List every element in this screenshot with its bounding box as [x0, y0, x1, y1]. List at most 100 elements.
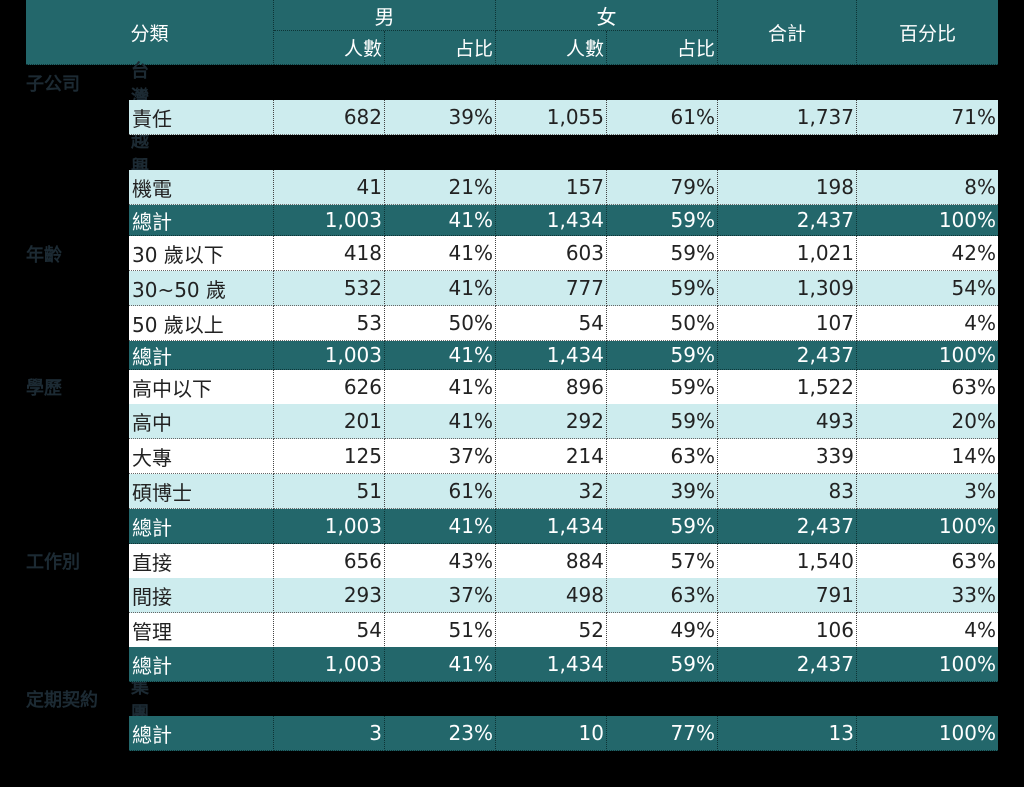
female-count: 1,434	[496, 205, 607, 236]
row-label: 30~50 歲	[129, 271, 274, 306]
total-count: 2,437	[718, 647, 857, 682]
male-ratio: 41%	[385, 236, 496, 271]
header-male-count: 人數	[274, 31, 385, 65]
total-count: 2,437	[718, 341, 857, 370]
table-row: 直接 656 43% 884 57% 1,540 63%	[129, 544, 998, 579]
total-count: 13	[718, 716, 857, 751]
male-ratio: 41%	[385, 370, 496, 405]
row-label: 高中	[129, 404, 274, 439]
female-count: 214	[496, 439, 607, 474]
total-count: 107	[718, 306, 857, 341]
male-count: 1,003	[274, 341, 385, 370]
female-count: 1,434	[496, 509, 607, 544]
total-percent: 54%	[857, 271, 998, 306]
total-percent: 100%	[857, 509, 998, 544]
header-female-count: 人數	[496, 31, 607, 65]
total-percent: 42%	[857, 236, 998, 271]
row-label: 總計	[129, 509, 274, 544]
total-percent: 100%	[857, 205, 998, 236]
header-male-label: 男	[374, 4, 395, 29]
male-ratio: 23%	[385, 716, 496, 751]
female-count: 292	[496, 404, 607, 439]
total-percent: 8%	[857, 170, 998, 205]
female-ratio: 63%	[607, 439, 718, 474]
total-count: 339	[718, 439, 857, 474]
row-label: 責任	[129, 100, 274, 135]
male-ratio: 41%	[385, 271, 496, 306]
female-count: 896	[496, 370, 607, 405]
row-label: 間接	[129, 578, 274, 613]
total-count: 106	[718, 613, 857, 648]
female-count: 1,434	[496, 647, 607, 682]
header-category: 分類	[26, 0, 274, 65]
header-female: 女	[496, 0, 718, 31]
female-ratio: 59%	[607, 509, 718, 544]
male-count: 418	[274, 236, 385, 271]
table-row-total: 總計 3 23% 10 77% 13 100%	[129, 716, 998, 751]
header-female-ratio: 占比	[607, 31, 718, 65]
male-ratio: 41%	[385, 205, 496, 236]
table-row: 高中 201 41% 292 59% 493 20%	[129, 404, 998, 439]
female-count: 157	[496, 170, 607, 205]
table-row: 50 歲以上 53 50% 54 50% 107 4%	[129, 306, 998, 341]
male-count: 682	[274, 100, 385, 135]
female-count: 777	[496, 271, 607, 306]
header-male-ratio-label: 占比	[454, 38, 493, 60]
total-percent: 3%	[857, 474, 998, 509]
subgroup-group: 集團	[131, 676, 149, 724]
header-percent-label: 百分比	[898, 22, 956, 45]
female-ratio: 59%	[607, 205, 718, 236]
table-row: 30 歲以下 418 41% 603 59% 1,021 42%	[129, 236, 998, 271]
header-female-label: 女	[596, 4, 617, 29]
table-row: 間接 293 37% 498 63% 791 33%	[129, 578, 998, 613]
male-count: 626	[274, 370, 385, 405]
total-percent: 14%	[857, 439, 998, 474]
male-ratio: 41%	[385, 404, 496, 439]
row-label: 高中以下	[129, 370, 274, 405]
group-education: 學歷	[26, 377, 62, 399]
total-percent: 63%	[857, 544, 998, 579]
group-contract: 定期契約	[26, 689, 98, 711]
male-ratio: 50%	[385, 306, 496, 341]
table-row: 機電 41 21% 157 79% 198 8%	[129, 170, 998, 205]
male-count: 293	[274, 578, 385, 613]
row-label: 大專	[129, 439, 274, 474]
row-label: 管理	[129, 613, 274, 648]
male-count: 1,003	[274, 647, 385, 682]
header-male: 男	[274, 0, 496, 31]
total-percent: 100%	[857, 716, 998, 751]
total-percent: 4%	[857, 613, 998, 648]
subgroup-yuexing: 越興	[131, 130, 149, 178]
header-female-count-label: 人數	[565, 38, 604, 60]
female-ratio: 77%	[607, 716, 718, 751]
total-percent: 20%	[857, 404, 998, 439]
female-count: 603	[496, 236, 607, 271]
female-ratio: 59%	[607, 370, 718, 405]
table-row: 管理 54 51% 52 49% 106 4%	[129, 613, 998, 648]
female-ratio: 59%	[607, 341, 718, 370]
row-label: 碩博士	[129, 474, 274, 509]
male-ratio: 41%	[385, 647, 496, 682]
female-ratio: 59%	[607, 236, 718, 271]
group-job: 工作別	[26, 551, 80, 573]
group-age: 年齡	[26, 244, 62, 266]
total-count: 493	[718, 404, 857, 439]
table-row: 高中以下 626 41% 896 59% 1,522 63%	[129, 370, 998, 405]
total-count: 1,540	[718, 544, 857, 579]
subgroup-taiwan: 台灣	[131, 60, 149, 108]
female-count: 54	[496, 306, 607, 341]
male-count: 41	[274, 170, 385, 205]
row-label: 機電	[129, 170, 274, 205]
row-label: 總計	[129, 341, 274, 370]
total-count: 1,737	[718, 100, 857, 135]
male-ratio: 51%	[385, 613, 496, 648]
male-ratio: 41%	[385, 341, 496, 370]
row-label: 總計	[129, 716, 274, 751]
total-percent: 4%	[857, 306, 998, 341]
total-percent: 100%	[857, 341, 998, 370]
table-row: 大專 125 37% 214 63% 339 14%	[129, 439, 998, 474]
row-label: 50 歲以上	[129, 306, 274, 341]
group-subsidiary: 子公司	[26, 73, 80, 95]
table-row: 30~50 歲 532 41% 777 59% 1,309 54%	[129, 271, 998, 306]
female-ratio: 79%	[607, 170, 718, 205]
